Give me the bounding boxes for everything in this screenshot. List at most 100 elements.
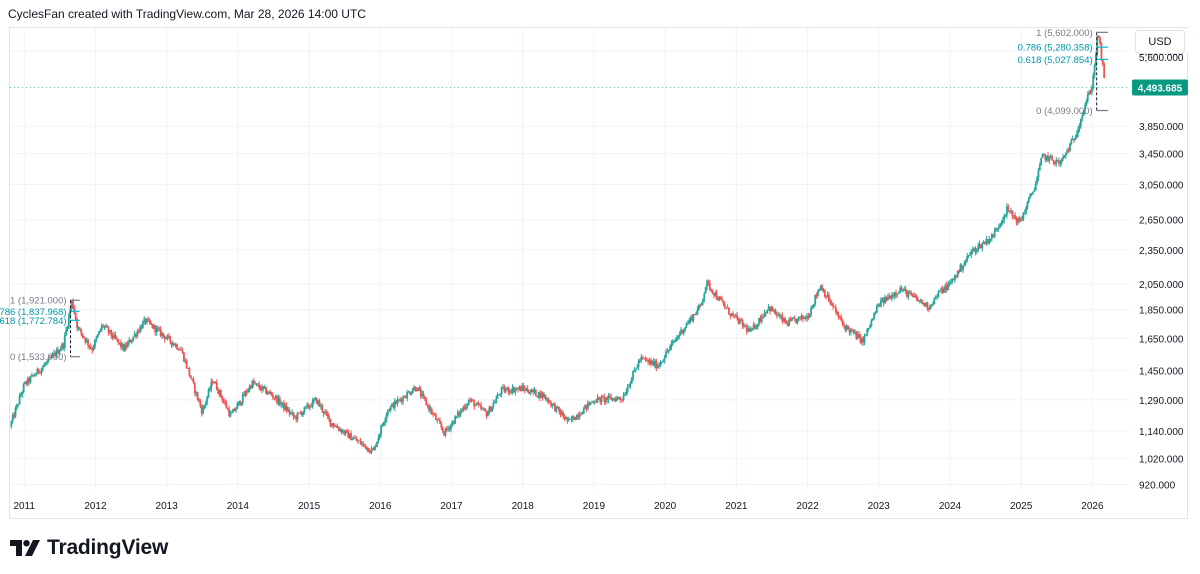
candle-body: [83, 336, 85, 339]
candle-body: [969, 254, 971, 256]
candle-body: [76, 319, 79, 328]
candle-body: [150, 322, 152, 325]
candle-body: [641, 356, 644, 359]
candle-body: [555, 406, 558, 412]
candle-body: [666, 351, 669, 353]
candle-body: [135, 334, 137, 337]
candle-body: [91, 348, 94, 351]
candle-body: [469, 400, 472, 402]
candle-body: [706, 280, 708, 288]
candle-body: [407, 391, 410, 393]
candle-body: [945, 285, 948, 290]
y-tick-label: 920.000: [1139, 480, 1176, 491]
x-tick-label: 2017: [440, 501, 463, 512]
candle-body: [113, 334, 115, 338]
candle-body: [1069, 143, 1071, 152]
candle-body: [35, 374, 37, 376]
candle-body: [930, 304, 933, 306]
candle-body: [500, 387, 503, 395]
candle-body: [651, 361, 654, 365]
candle-body: [684, 327, 687, 330]
candle-body: [743, 325, 745, 327]
candle-body: [474, 404, 477, 407]
candle-body: [712, 293, 715, 296]
candle-body: [990, 234, 993, 239]
candle-body: [459, 410, 462, 416]
candle-body: [565, 417, 567, 419]
last-price-badge: [1132, 79, 1188, 96]
candle-body: [365, 445, 367, 450]
candle-body: [678, 334, 681, 337]
candle-body: [14, 408, 17, 417]
candle-body: [919, 300, 922, 301]
candle-body: [167, 335, 170, 337]
chart-panel[interactable]: [9, 27, 1188, 519]
candle-body: [877, 304, 880, 307]
candle-body: [603, 396, 606, 402]
candle-body: [502, 387, 504, 388]
candle-body: [626, 387, 629, 392]
candle-body: [988, 239, 991, 244]
candle-body: [426, 405, 429, 407]
candle-body: [413, 387, 415, 391]
candle-body: [1038, 165, 1041, 171]
candle-body: [628, 386, 630, 388]
candle-body: [398, 399, 400, 401]
candle-body: [608, 395, 611, 398]
candle-body: [1001, 219, 1004, 223]
candle-body: [63, 335, 66, 348]
candle-body: [228, 409, 231, 416]
candle-body: [507, 387, 510, 393]
candle-body: [485, 411, 488, 417]
x-tick-label: 2019: [583, 501, 606, 512]
candle-body: [466, 404, 469, 407]
candle-body: [837, 314, 840, 317]
y-tick-label: 1,290.000: [1139, 396, 1184, 407]
candle-body: [339, 429, 341, 431]
candle-body: [636, 367, 639, 369]
candle-body: [13, 415, 16, 417]
candle-body: [588, 402, 591, 405]
candle-body: [114, 334, 117, 339]
candle-body: [758, 317, 760, 325]
candle-body: [487, 413, 489, 417]
candle-body: [1051, 156, 1054, 161]
candle-body: [703, 293, 706, 300]
candle-body: [530, 389, 533, 393]
candle-body: [278, 397, 281, 405]
currency-button[interactable]: USD: [1135, 30, 1185, 54]
candle-body: [526, 388, 529, 392]
candle-body: [782, 318, 785, 322]
candle-body: [926, 302, 929, 309]
candle-body: [195, 392, 198, 394]
candle-body: [296, 412, 299, 420]
candle-body: [597, 397, 600, 399]
candle-body: [786, 323, 789, 326]
candle-body: [823, 289, 826, 297]
candle-body: [900, 287, 903, 291]
candle-body: [1086, 94, 1089, 102]
candle-body: [239, 401, 241, 405]
candle-body: [980, 244, 982, 249]
candle-body: [366, 447, 369, 450]
candle-body: [911, 294, 914, 296]
candle-body: [558, 407, 561, 412]
candle-body: [826, 294, 829, 297]
candle-body: [211, 381, 214, 383]
candle-body: [1095, 53, 1097, 66]
candle-body: [241, 394, 244, 403]
candle-body: [174, 344, 177, 346]
tradingview-logo[interactable]: TradingView: [10, 536, 168, 560]
candle-body: [966, 255, 969, 261]
candle-body: [198, 399, 200, 402]
candle-body: [1033, 190, 1036, 192]
candle-body: [1101, 59, 1104, 65]
candle-body: [39, 372, 42, 374]
candle-body: [766, 309, 769, 314]
candle-body: [230, 412, 233, 414]
candle-body: [1089, 91, 1092, 93]
candle-body: [159, 328, 162, 336]
fib-2011-level-label: 0.786 (1,837.968): [0, 307, 67, 318]
candle-body: [319, 405, 322, 407]
